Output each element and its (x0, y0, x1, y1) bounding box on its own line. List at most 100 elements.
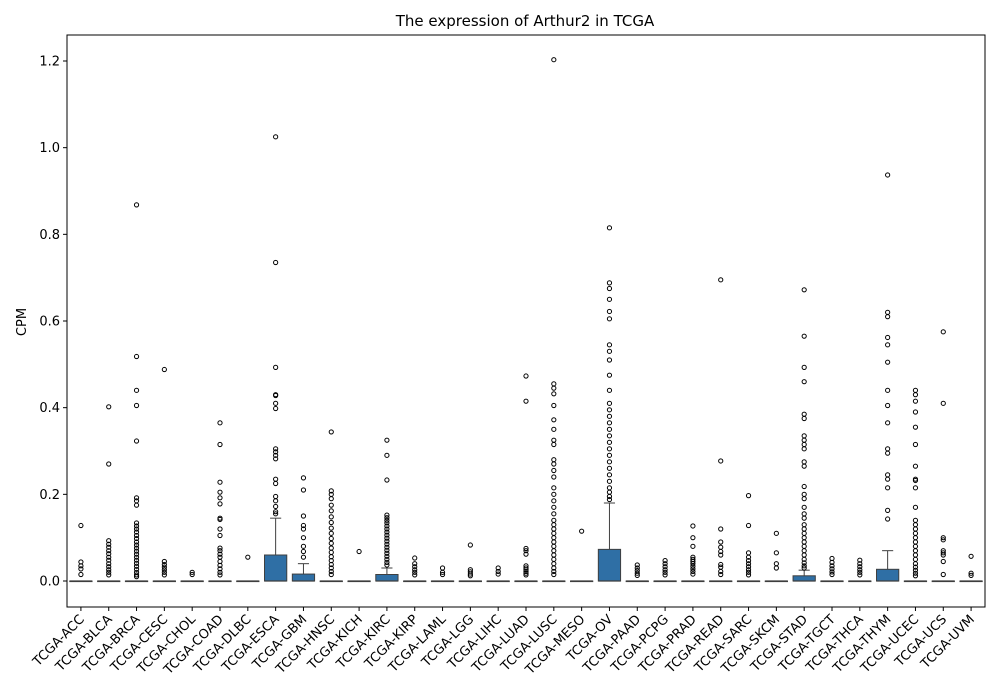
outlier-point (467, 573, 473, 579)
outlier-point (801, 459, 807, 465)
outlier-point (634, 572, 640, 578)
outlier-point (328, 429, 334, 435)
outlier-point (718, 526, 724, 532)
outlier-point (384, 550, 390, 556)
outlier-point (133, 498, 140, 504)
box-group (152, 366, 176, 583)
outlier-point (579, 528, 585, 534)
box (264, 554, 288, 582)
box-group (625, 562, 649, 583)
outlier-point (606, 407, 613, 413)
outlier-point (606, 342, 613, 348)
outlier-point (551, 526, 557, 532)
outlier-point (718, 552, 724, 558)
outlier-point (940, 537, 946, 543)
outlier-point (551, 417, 557, 423)
outlier-point (885, 420, 891, 426)
outlier-point (133, 563, 140, 569)
y-tick-label: 0.6 (39, 315, 60, 330)
outlier-point (551, 441, 557, 448)
outlier-point (912, 570, 919, 576)
outlier-point (300, 554, 307, 560)
outlier-point (106, 404, 112, 410)
outlier-point (745, 564, 752, 570)
outlier-point (133, 520, 140, 526)
outlier-point (133, 551, 140, 557)
outlier-point (801, 530, 807, 536)
box-group (375, 437, 399, 582)
outlier-point (662, 558, 668, 564)
outlier-point (273, 405, 279, 412)
outlier-point (78, 571, 84, 578)
outlier-point (690, 558, 696, 565)
outlier-point (133, 495, 140, 501)
outlier-point (300, 487, 307, 493)
outlier-point (328, 565, 334, 571)
outlier-point (801, 515, 807, 521)
outlier-point (634, 570, 640, 576)
outlier-point (78, 522, 84, 529)
outlier-point (495, 571, 501, 577)
outlier-point (384, 520, 390, 526)
outlier-point (885, 476, 891, 482)
y-tick-label: 1.0 (39, 141, 60, 156)
outlier-point (857, 561, 863, 567)
outlier-point (606, 446, 613, 452)
outlier-point (801, 287, 807, 293)
outlier-point (606, 465, 613, 471)
outlier-point (523, 572, 529, 578)
outlier-point (718, 458, 724, 464)
outlier-point (384, 538, 390, 544)
outlier-point (801, 548, 807, 554)
outlier-point (606, 280, 613, 286)
outlier-point (912, 409, 919, 415)
outlier-point (439, 569, 446, 575)
outlier-point (217, 526, 223, 532)
box-group (570, 528, 594, 583)
y-axis: 0.0 0.2 0.4 0.6 0.8 1.0 1.2 (39, 55, 67, 590)
outlier-point (273, 400, 279, 406)
outlier-point (273, 456, 279, 462)
outlier-point (523, 567, 529, 573)
box-group (291, 475, 316, 582)
outlier-point (801, 441, 807, 448)
outlier-point (551, 530, 557, 536)
outlier-point (634, 565, 640, 571)
box-group (764, 530, 788, 583)
outlier-point (133, 402, 140, 409)
outlier-point (912, 548, 919, 554)
outlier-point (217, 420, 223, 426)
box-group (736, 493, 761, 583)
outlier-point (801, 333, 807, 339)
outlier-point (718, 564, 724, 570)
outlier-point (300, 543, 307, 549)
outlier-point (634, 562, 640, 568)
outlier-point (523, 398, 529, 404)
outlier-point (384, 556, 390, 562)
outlier-point (217, 566, 223, 572)
outlier-point (718, 548, 724, 555)
outlier-point (690, 523, 696, 529)
outlier-point (662, 569, 668, 575)
outlier-point (217, 489, 223, 495)
outlier-point (384, 547, 390, 553)
outlier-point (885, 387, 891, 393)
outlier-point (551, 552, 557, 558)
box (291, 573, 316, 582)
outlier-point (801, 511, 807, 517)
outlier-point (773, 565, 779, 571)
outlier-point (885, 309, 891, 315)
outlier-point (801, 437, 807, 443)
outlier-point (523, 568, 529, 575)
box-group (264, 134, 288, 582)
plot-content (69, 57, 983, 583)
outlier-point (885, 342, 891, 348)
outlier-point (467, 542, 473, 548)
outlier-point (912, 441, 919, 448)
outlier-point (912, 424, 919, 430)
outlier-point (412, 561, 418, 567)
outlier-point (940, 550, 946, 556)
outlier-point (912, 398, 919, 404)
outlier-point (606, 439, 613, 445)
outlier-point (133, 523, 140, 529)
